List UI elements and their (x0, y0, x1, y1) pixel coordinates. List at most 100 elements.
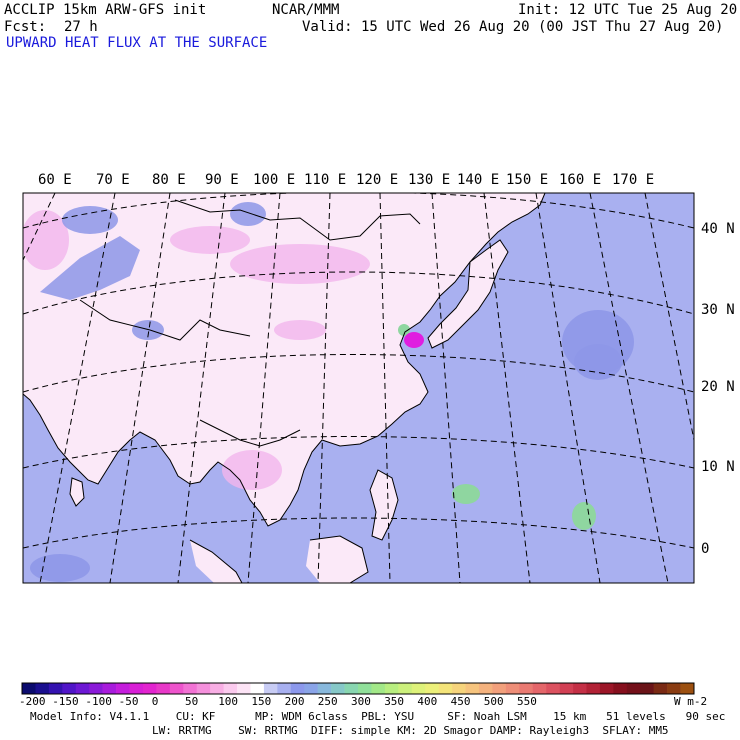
colorbar-swatch (384, 683, 399, 694)
lat-40-line (23, 193, 694, 229)
colorbar-swatch (237, 683, 251, 694)
forecast-hour: 27 h (64, 19, 98, 35)
lon-100-line (247, 193, 281, 583)
colorbar-tick-label: 350 (384, 695, 405, 708)
colorbar-swatch (116, 683, 130, 694)
country-border-north (174, 199, 421, 241)
colorbar-swatch (680, 683, 695, 694)
colorbar-swatch (196, 683, 211, 694)
land-field (23, 193, 545, 526)
colorbar-swatch (75, 683, 90, 694)
country-border-himalaya (79, 299, 251, 341)
borneo-land (306, 536, 368, 583)
colorbar-tick-label: 400 (417, 695, 438, 708)
model-info-line1: Model Info: V4.1.1 CU: KF MP: WDM 6class… (30, 710, 726, 723)
lon-140-line (483, 193, 531, 583)
colorbar-swatch (304, 683, 318, 694)
colorbar-swatch (102, 683, 117, 694)
colorbar-tick-label: 50 (185, 695, 199, 708)
country-border-indochina (199, 419, 301, 447)
lon-label: 120 E (356, 172, 399, 188)
pacific-cold-2 (574, 344, 622, 380)
colorbar-swatch (223, 683, 238, 694)
colorbar-swatch (277, 683, 292, 694)
colorbar-swatch (142, 683, 157, 694)
colorbar-tick-label: -100 (85, 695, 112, 708)
colorbar-swatch (331, 683, 345, 694)
colorbar-swatch (411, 683, 426, 694)
lat-0-line (23, 517, 694, 549)
colorbar-swatch (48, 683, 63, 694)
colorbar-swatch (156, 683, 171, 694)
colorbar-swatch (22, 683, 36, 694)
lon-120-line (379, 193, 391, 583)
japan-land (428, 240, 508, 348)
mongolia-highflux (230, 244, 370, 284)
lat-20-line (23, 354, 694, 393)
colorbar-swatch (129, 683, 144, 694)
lon-label: 100 E (253, 172, 296, 188)
pamir-coldflux (62, 206, 118, 234)
colorbar-swatch (89, 683, 103, 694)
colorbar-swatch (492, 683, 507, 694)
colorbar-swatch (559, 683, 574, 694)
colorbar-swatch (667, 683, 681, 694)
colorbar-swatch (263, 683, 278, 694)
lon-label: 160 E (559, 172, 602, 188)
colorbar-swatch (398, 683, 413, 694)
colorbar-tick-label: 250 (317, 695, 338, 708)
coastlines (23, 193, 546, 583)
lon-130-line (431, 193, 461, 583)
lon-label: 80 E (152, 172, 186, 188)
valid-time: Valid: 15 UTC Wed 26 Aug 20 (00 JST Thu … (302, 19, 724, 35)
colorbar-swatch (358, 683, 372, 694)
colorbar-swatch (250, 683, 265, 694)
lon-150-line (535, 193, 601, 583)
lat-label: 30 N (701, 302, 735, 318)
lon-label: 140 E (457, 172, 500, 188)
colorbar-tick-label: 550 (517, 695, 537, 708)
colorbar-swatch (519, 683, 534, 694)
sri-lanka-land (70, 478, 84, 506)
colorbar-swatch (183, 683, 198, 694)
colorbar-swatch (546, 683, 560, 694)
himalaya-coldflux (40, 236, 140, 300)
colorbar-tick-label: 150 (251, 695, 272, 708)
colorbar-tick-label: 450 (450, 695, 471, 708)
mideast-highflux (23, 210, 69, 270)
colorbar-tick-label: -50 (118, 695, 139, 708)
lon-110-line (317, 193, 331, 583)
colorbar-swatch (586, 683, 601, 694)
china-highflux (274, 320, 326, 340)
colorbar-tick-label: -150 (52, 695, 79, 708)
lat-label: 0 (701, 541, 710, 557)
colorbar-frame (21, 682, 695, 695)
colorbar-swatch (169, 683, 184, 694)
colorbar-swatch (478, 683, 493, 694)
lon-80-line (109, 193, 171, 583)
altai-coldflux (230, 202, 266, 226)
colorbar (21, 682, 695, 695)
field-title: UPWARD HEAT FLUX AT THE SURFACE (6, 35, 268, 51)
warm-patch-1 (452, 484, 480, 504)
colorbar-swatch (626, 683, 641, 694)
tarim-highflux (170, 226, 250, 254)
colorbar-swatch (210, 683, 224, 694)
colorbar-swatch (62, 683, 77, 694)
colorbar-swatch (317, 683, 332, 694)
organization-label: NCAR/MMM (272, 2, 340, 18)
korea-heatflux-core (404, 332, 424, 348)
colorbar-swatch (653, 683, 668, 694)
colorbar-swatch (613, 683, 628, 694)
colorbar-swatch (344, 683, 359, 694)
colorbar-units: W m-2 (674, 695, 708, 708)
graticule (23, 193, 694, 583)
lon-label: 90 E (205, 172, 239, 188)
colorbar-swatch (371, 683, 386, 694)
lon-60-line (23, 193, 56, 261)
lat-10-line (23, 436, 694, 469)
colorbar-tick-label: 0 (151, 695, 159, 708)
colorbar-tick-label: 300 (351, 695, 371, 708)
model-title: ACCLIP 15km ARW-GFS init (4, 2, 207, 18)
